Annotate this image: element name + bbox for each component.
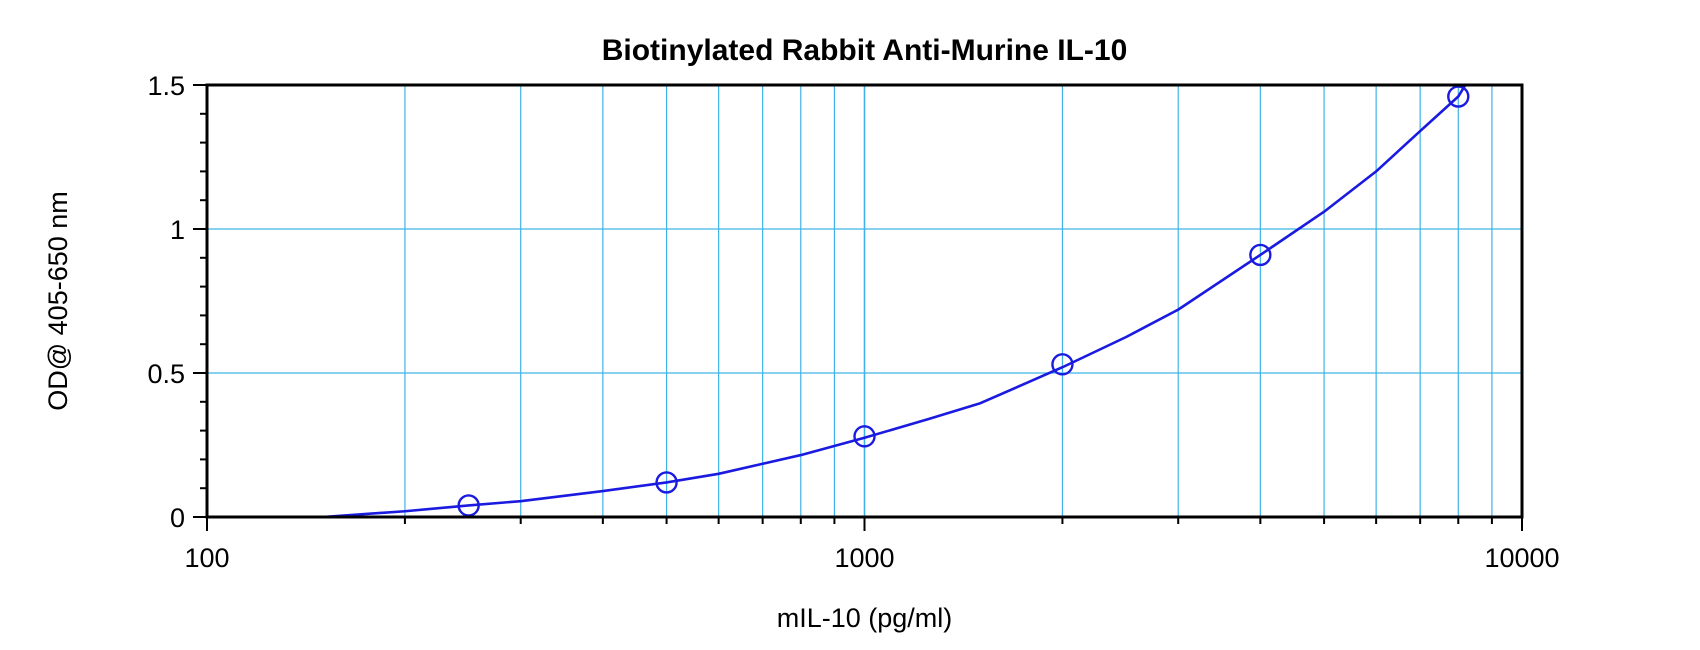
curve-layer xyxy=(322,85,1467,517)
y-axis-label: OD@ 405-650 nm xyxy=(43,191,73,411)
data-point xyxy=(1447,85,1470,108)
x-tick-label: 10000 xyxy=(1484,543,1559,573)
y-tick-label: 0 xyxy=(170,503,185,533)
label-layer: 0 0.5 1 1.5 100 1000 10000 xyxy=(147,71,1559,573)
y-tick-label: 1.5 xyxy=(147,71,185,101)
y-tick-label: 1 xyxy=(170,215,185,245)
chart-title: Biotinylated Rabbit Anti-Murine IL-10 xyxy=(602,34,1128,67)
point-layer xyxy=(457,85,1470,517)
data-point xyxy=(1051,353,1074,376)
x-tick-label: 100 xyxy=(184,543,229,573)
y-tick-label: 0.5 xyxy=(147,359,185,389)
grid-layer xyxy=(207,85,1522,517)
fit-curve xyxy=(322,85,1467,517)
data-point xyxy=(457,494,480,517)
x-axis-label: mIL-10 (pg/ml) xyxy=(777,603,953,633)
data-point xyxy=(655,471,678,494)
plot-frame xyxy=(205,83,1524,519)
x-tick-label: 1000 xyxy=(834,543,894,573)
data-point xyxy=(853,425,876,448)
data-point xyxy=(1249,243,1272,267)
